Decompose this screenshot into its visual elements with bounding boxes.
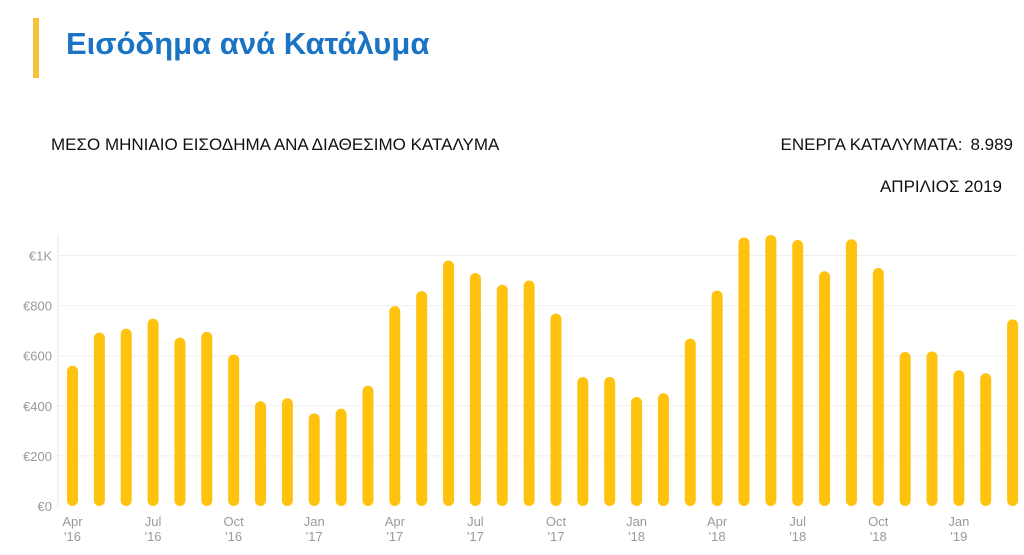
- bar-jun-2016: [120, 328, 132, 506]
- bar-dec-2018: [926, 351, 938, 506]
- bar-apr-2017: [389, 306, 401, 506]
- x-tick-month: Apr: [385, 514, 406, 529]
- x-tick-year: '17: [306, 529, 323, 544]
- x-tick-year: '16: [145, 529, 162, 544]
- x-tick-month: Jul: [145, 514, 162, 529]
- bar-feb-2017: [335, 408, 347, 506]
- x-tick-year: '16: [64, 529, 81, 544]
- bar-jun-2017: [443, 260, 455, 506]
- y-tick-label: €1K: [29, 249, 52, 264]
- bar-nov-2016: [255, 401, 267, 506]
- bar-mar-2018: [684, 338, 696, 506]
- active-listings: ΕΝΕΡΓΑ ΚΑΤΑΛΥΜΑΤΑ: 8.989: [781, 135, 1014, 155]
- bar-jul-2018: [792, 239, 804, 506]
- x-tick-month: Oct: [868, 514, 889, 529]
- bar-oct-2017: [550, 313, 562, 506]
- x-tick-month: Jul: [467, 514, 484, 529]
- bar-may-2018: [738, 237, 750, 507]
- x-tick-year: '18: [628, 529, 645, 544]
- bar-nov-2017: [577, 376, 589, 506]
- bar-aug-2017: [496, 284, 508, 506]
- x-tick-month: Jan: [626, 514, 647, 529]
- bar-sep-2018: [845, 239, 857, 506]
- y-tick-label: €0: [38, 499, 52, 514]
- bar-sep-2017: [523, 280, 535, 506]
- bar-apr-2016: [67, 365, 78, 506]
- active-listings-label: ΕΝΕΡΓΑ ΚΑΤΑΛΥΜΑΤΑ:: [780, 135, 963, 154]
- bar-dec-2016: [281, 398, 293, 506]
- bar-mar-2017: [362, 385, 374, 506]
- bar-feb-2019: [980, 373, 992, 506]
- bar-feb-2018: [657, 393, 669, 506]
- y-tick-label: €800: [23, 299, 52, 314]
- income-bar-chart: €0€200€400€600€800€1KApr'16Jul'16Oct'16J…: [23, 234, 1019, 544]
- bar-jul-2016: [147, 318, 159, 506]
- y-tick-label: €200: [23, 449, 52, 464]
- x-tick-year: '18: [709, 529, 726, 544]
- x-tick-year: '17: [548, 529, 565, 544]
- bar-mar-2019: [1007, 319, 1019, 506]
- x-tick-month: Jan: [304, 514, 325, 529]
- title-accent-bar: [33, 18, 39, 78]
- y-tick-label: €600: [23, 349, 52, 364]
- bar-aug-2018: [819, 271, 831, 506]
- bar-jan-2017: [308, 413, 320, 506]
- x-tick-month: Jan: [948, 514, 969, 529]
- x-tick-year: '17: [467, 529, 484, 544]
- bar-jun-2018: [765, 234, 777, 507]
- x-tick-month: Apr: [62, 514, 83, 529]
- bar-oct-2016: [228, 354, 240, 506]
- bar-may-2016: [93, 332, 105, 506]
- x-tick-month: Apr: [707, 514, 728, 529]
- x-tick-year: '17: [386, 529, 403, 544]
- active-listings-value: 8.989: [970, 135, 1013, 154]
- bar-sep-2016: [201, 331, 213, 506]
- x-tick-year: '16: [225, 529, 242, 544]
- bar-oct-2018: [872, 268, 884, 506]
- reporting-period: ΑΠΡΙΛΙΟΣ 2019: [879, 177, 1002, 196]
- x-tick-month: Oct: [224, 514, 245, 529]
- bar-jan-2018: [631, 397, 643, 506]
- page-title: Εισόδημα ανά Κατάλυμα: [66, 26, 430, 61]
- bar-apr-2018: [711, 290, 723, 506]
- y-tick-label: €400: [23, 399, 52, 414]
- bar-aug-2016: [174, 337, 186, 506]
- bar-nov-2018: [899, 351, 911, 506]
- x-tick-year: '18: [789, 529, 806, 544]
- chart-title: ΜΕΣΟ ΜΗΝΙΑΙΟ ΕΙΣΟΔΗΜΑ ΑΝΑ ΔΙΑΘΕΣΙΜΟ ΚΑΤΑ…: [51, 135, 500, 154]
- bar-may-2017: [416, 291, 428, 506]
- bar-jul-2017: [469, 273, 481, 506]
- x-tick-month: Jul: [789, 514, 806, 529]
- bar-dec-2017: [604, 376, 616, 506]
- bar-jan-2019: [953, 370, 965, 506]
- x-tick-year: '18: [870, 529, 887, 544]
- x-tick-month: Oct: [546, 514, 567, 529]
- x-tick-year: '19: [950, 529, 967, 544]
